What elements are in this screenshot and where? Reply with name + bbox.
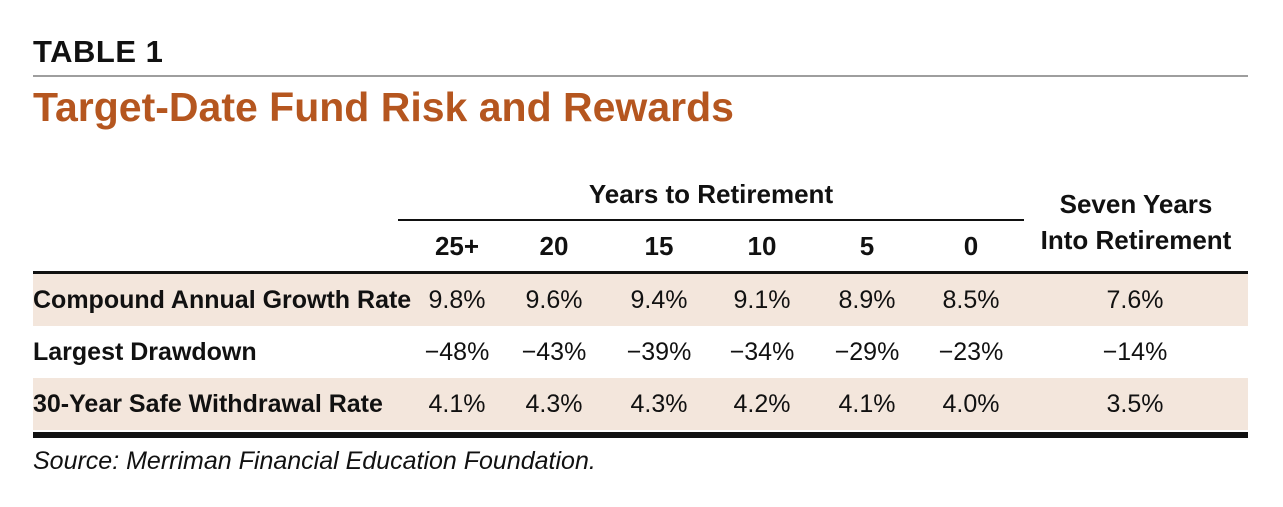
- table-cell: −23%: [938, 338, 1004, 366]
- table-cell: 4.3%: [525, 390, 583, 418]
- column-header-5: 5: [859, 231, 875, 261]
- table-cell: −48%: [424, 338, 490, 366]
- column-header-15: 15: [644, 231, 674, 261]
- table-title: Target-Date Fund Risk and Rewards: [33, 84, 734, 130]
- table-cell-seven-years: −14%: [1102, 338, 1168, 366]
- table-label: TABLE 1: [33, 34, 164, 69]
- table-row-withdrawal: 30-Year Safe Withdrawal Rate 4.1% 4.3% 4…: [33, 378, 1248, 430]
- table-row-cagr: Compound Annual Growth Rate 9.8% 9.6% 9.…: [33, 274, 1248, 326]
- table-cell: 4.1%: [838, 390, 896, 418]
- years-to-retirement-header: Years to Retirement: [588, 179, 834, 209]
- table-cell: 8.5%: [942, 286, 1000, 314]
- row-label: Largest Drawdown: [33, 338, 257, 366]
- column-header-25plus: 25+: [434, 231, 480, 261]
- source-note: Source: Merriman Financial Education Fou…: [33, 447, 596, 475]
- column-header-10: 10: [747, 231, 777, 261]
- table-cell: 4.2%: [733, 390, 791, 418]
- table-cell: 9.1%: [733, 286, 791, 314]
- seven-years-header-line2: Into Retirement: [1040, 225, 1232, 255]
- table-cell: −34%: [729, 338, 795, 366]
- column-header-20: 20: [539, 231, 569, 261]
- table-row-drawdown: Largest Drawdown −48% −43% −39% −34% −29…: [33, 326, 1248, 378]
- table-cell-seven-years: 3.5%: [1106, 390, 1164, 418]
- group-header-divider: [398, 219, 1024, 221]
- table-cell: 4.0%: [942, 390, 1000, 418]
- table-cell: 8.9%: [838, 286, 896, 314]
- table-cell: −29%: [834, 338, 900, 366]
- table-cell: −39%: [626, 338, 692, 366]
- top-divider: [33, 75, 1248, 77]
- seven-years-header: Seven Years Into Retirement: [1030, 186, 1242, 258]
- header-divider: [33, 271, 1248, 274]
- table-cell: 9.6%: [525, 286, 583, 314]
- table-cell: −43%: [521, 338, 587, 366]
- table-cell: 9.4%: [630, 286, 688, 314]
- table-cell: 4.1%: [428, 390, 486, 418]
- row-label: Compound Annual Growth Rate: [33, 286, 412, 314]
- column-header-0: 0: [963, 231, 979, 261]
- seven-years-header-line1: Seven Years: [1059, 189, 1213, 219]
- table-cell: 4.3%: [630, 390, 688, 418]
- row-label: 30-Year Safe Withdrawal Rate: [33, 390, 383, 418]
- bottom-divider: [33, 432, 1248, 438]
- table-cell: 9.8%: [428, 286, 486, 314]
- table-cell-seven-years: 7.6%: [1106, 286, 1164, 314]
